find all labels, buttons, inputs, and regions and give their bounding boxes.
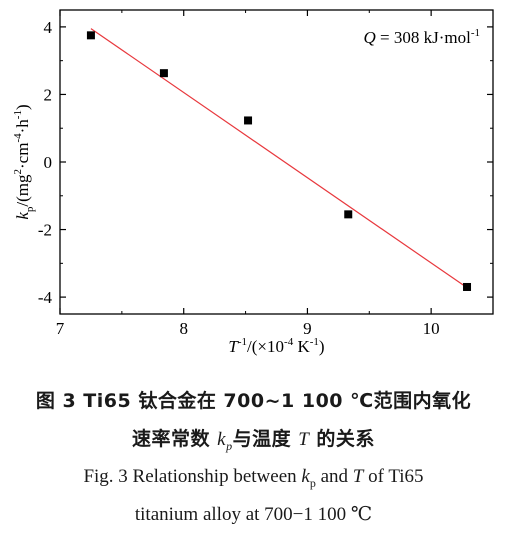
x-tick-label: 9	[303, 319, 312, 338]
y-tick-label: 2	[44, 85, 53, 104]
y-tick-label: -2	[38, 221, 52, 240]
y-tick-label: 4	[44, 18, 53, 37]
annotation-activation-energy: Q = 308 kJ·mol-1	[363, 27, 480, 47]
y-tick-label: -4	[38, 288, 53, 307]
caption-english-line-2: titanium alloy at 700−1 100 ℃	[134, 504, 373, 525]
plot-area	[59, 9, 494, 315]
caption-chinese-line-2: 速率常数 kp与温度 T 的关系	[132, 428, 375, 453]
plot-frame	[59, 9, 494, 315]
arrhenius-chart: 7 8 9 10 4 2 0 -2 -4 Q = 308 kJ·mol-1 T-1/(×10-4 K…	[12, 9, 494, 356]
caption-english-line-1: Fig. 3 Relationship between kp and T of …	[83, 466, 424, 490]
y-tick-label: 0	[44, 153, 53, 172]
x-tick-label: 10	[423, 319, 440, 338]
x-axis-label: T-1/(×10-4 K-1)	[228, 336, 324, 356]
data-point	[86, 31, 95, 40]
chart-labels: 7 8 9 10 4 2 0 -2 -4 Q = 308 kJ·mol-1 T-1/(×10-4 K…	[12, 18, 480, 356]
fit-line	[90, 28, 468, 289]
data-point	[159, 69, 168, 78]
caption-chinese-line-1: 图 3 Ti65 钛合金在 700~1 100 ℃范围内氧化	[35, 390, 472, 412]
x-tick-label: 7	[56, 319, 65, 338]
data-point	[244, 116, 253, 125]
data-point	[463, 282, 472, 291]
x-tick-label: 8	[179, 319, 188, 338]
y-axis-label: kp/(mg2·cm-4·h-1)	[12, 104, 36, 219]
data-point	[344, 210, 353, 219]
chart-marks	[86, 28, 472, 291]
